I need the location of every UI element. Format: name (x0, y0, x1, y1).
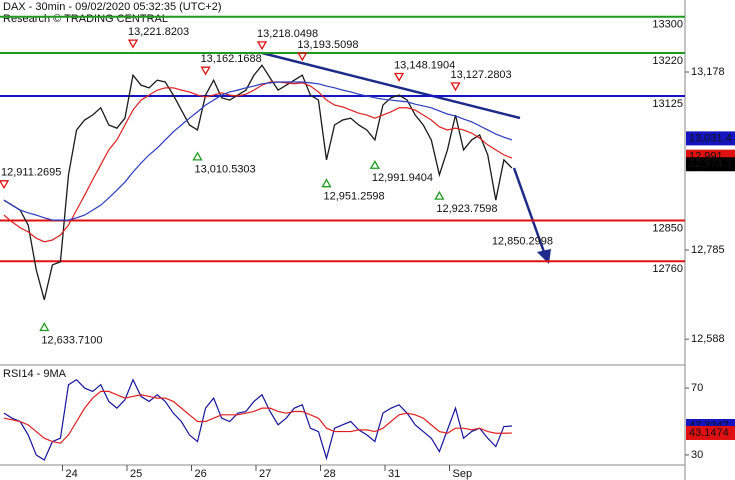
level-label: 13220 (652, 55, 683, 67)
x-tick-label: 31 (388, 468, 400, 480)
chart-title: DAX - 30min - 09/02/2020 05:32:35 (UTC+2… (3, 1, 222, 13)
trough-label: 12,951.2598 (324, 191, 385, 203)
price-tag (686, 425, 735, 440)
rsi-title: RSI14 - 9MA (3, 368, 67, 380)
y-tick-label: 12,785 (691, 244, 725, 256)
y-tick-label: 12,588 (691, 333, 725, 345)
series-line (3, 81, 513, 243)
trough-label: 12,633.7100 (41, 334, 102, 346)
arrow-head (537, 249, 551, 264)
price-tag-label: 13,031.4 (689, 132, 732, 144)
level-label: 13125 (652, 98, 683, 110)
level-label: 13300 (652, 19, 683, 31)
peak-label: 13,193.5098 (297, 39, 358, 51)
level-label: 12760 (652, 263, 683, 275)
x-tick-label: 27 (259, 468, 271, 480)
series-line (3, 64, 513, 300)
trough-marker (39, 322, 50, 332)
peak-label: 13,221.8203 (128, 26, 189, 38)
y-tick-label: 70 (691, 382, 703, 394)
series-line (3, 378, 512, 461)
trough-label: 13,010.5303 (195, 164, 256, 176)
x-tick-label: 26 (195, 468, 207, 480)
trough-marker (321, 178, 332, 188)
peak-label: 13,162.1688 (201, 53, 262, 65)
trough-label: 12,991.9404 (372, 172, 433, 184)
peak-marker (200, 66, 211, 76)
trough-marker (369, 159, 380, 169)
peak-label: 13,127.2803 (451, 69, 512, 81)
peak-marker (127, 39, 139, 49)
y-tick-label: 30 (691, 449, 703, 461)
x-tick-label: 24 (66, 468, 78, 480)
trend-line (261, 51, 521, 120)
price-tag-label: 43.1474 (689, 427, 729, 439)
x-tick-label: Sep (453, 468, 473, 480)
price-tag-label: 12,974.3 (689, 158, 732, 170)
peak-marker (0, 180, 10, 190)
peak-marker (297, 52, 308, 62)
chart-subtitle: Research © TRADING CENTRAL (3, 13, 168, 25)
peak-marker (256, 41, 268, 51)
peak-label: 13,218.0498 (257, 28, 318, 40)
peak-marker (450, 82, 461, 92)
series-line (3, 81, 513, 221)
trough-label: 12,923.7598 (436, 203, 497, 215)
price-tag (686, 131, 735, 146)
peak-label: 12,911.2695 (1, 167, 61, 179)
trough-marker (434, 190, 445, 200)
forecast-arrow (512, 167, 546, 253)
x-tick-label: 28 (324, 468, 336, 480)
level-label: 12850 (652, 222, 683, 234)
trough-marker (192, 151, 203, 161)
peak-label: 13,148.1904 (394, 59, 455, 71)
x-tick-label: 25 (130, 468, 142, 480)
series-line (3, 390, 512, 444)
target-label: 12,850.2998 (492, 235, 553, 247)
peak-marker (393, 72, 405, 82)
y-tick-label: 13,178 (691, 66, 725, 78)
price-tag (686, 157, 735, 172)
